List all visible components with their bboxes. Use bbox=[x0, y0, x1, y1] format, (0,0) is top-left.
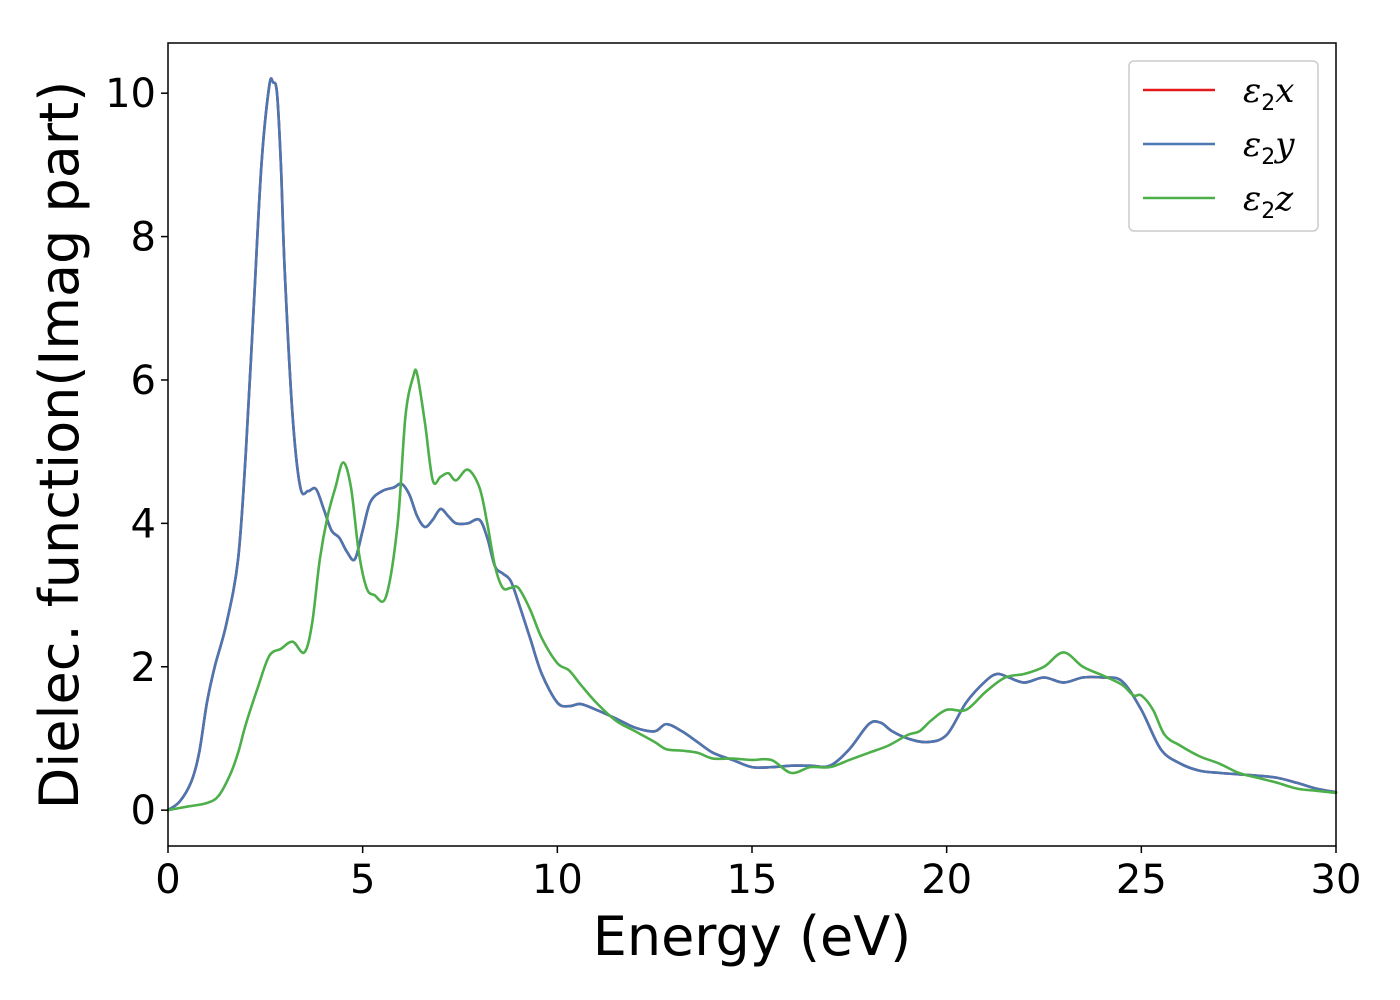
x-axis-label: Energy (eV) bbox=[593, 905, 912, 968]
series-layer bbox=[166, 77, 1338, 812]
x-tick-label: 25 bbox=[1116, 857, 1167, 903]
legend-frame bbox=[1128, 60, 1319, 232]
x-tick-label: 5 bbox=[350, 857, 375, 903]
y-tick-label: 10 bbox=[105, 71, 156, 117]
x-tick-label: 10 bbox=[532, 857, 583, 903]
legend-label-y: ε2y bbox=[1243, 125, 1295, 170]
x-tick-label: 0 bbox=[155, 857, 180, 903]
y-tick-label: 8 bbox=[131, 215, 156, 261]
series-line-y bbox=[166, 77, 1338, 812]
y-tick-label: 0 bbox=[131, 788, 156, 834]
legend-label-x: ε2x bbox=[1243, 71, 1294, 116]
series-line-z bbox=[166, 368, 1338, 812]
y-tick-label: 2 bbox=[131, 645, 156, 691]
y-tick-label: 6 bbox=[131, 358, 156, 404]
x-tick-label: 20 bbox=[921, 857, 972, 903]
legend-label-z: ε2z bbox=[1243, 179, 1294, 224]
y-axis: 0 2 4 6 8 10 bbox=[105, 71, 168, 834]
legend: ε2x ε2y ε2z bbox=[1128, 60, 1319, 232]
y-tick-label: 4 bbox=[131, 501, 156, 547]
y-axis-label: Dielec. function(Imag part) bbox=[28, 81, 91, 810]
x-axis: 0 5 10 15 20 25 30 bbox=[155, 846, 1361, 903]
x-tick-label: 30 bbox=[1311, 857, 1362, 903]
x-tick-label: 15 bbox=[727, 857, 778, 903]
